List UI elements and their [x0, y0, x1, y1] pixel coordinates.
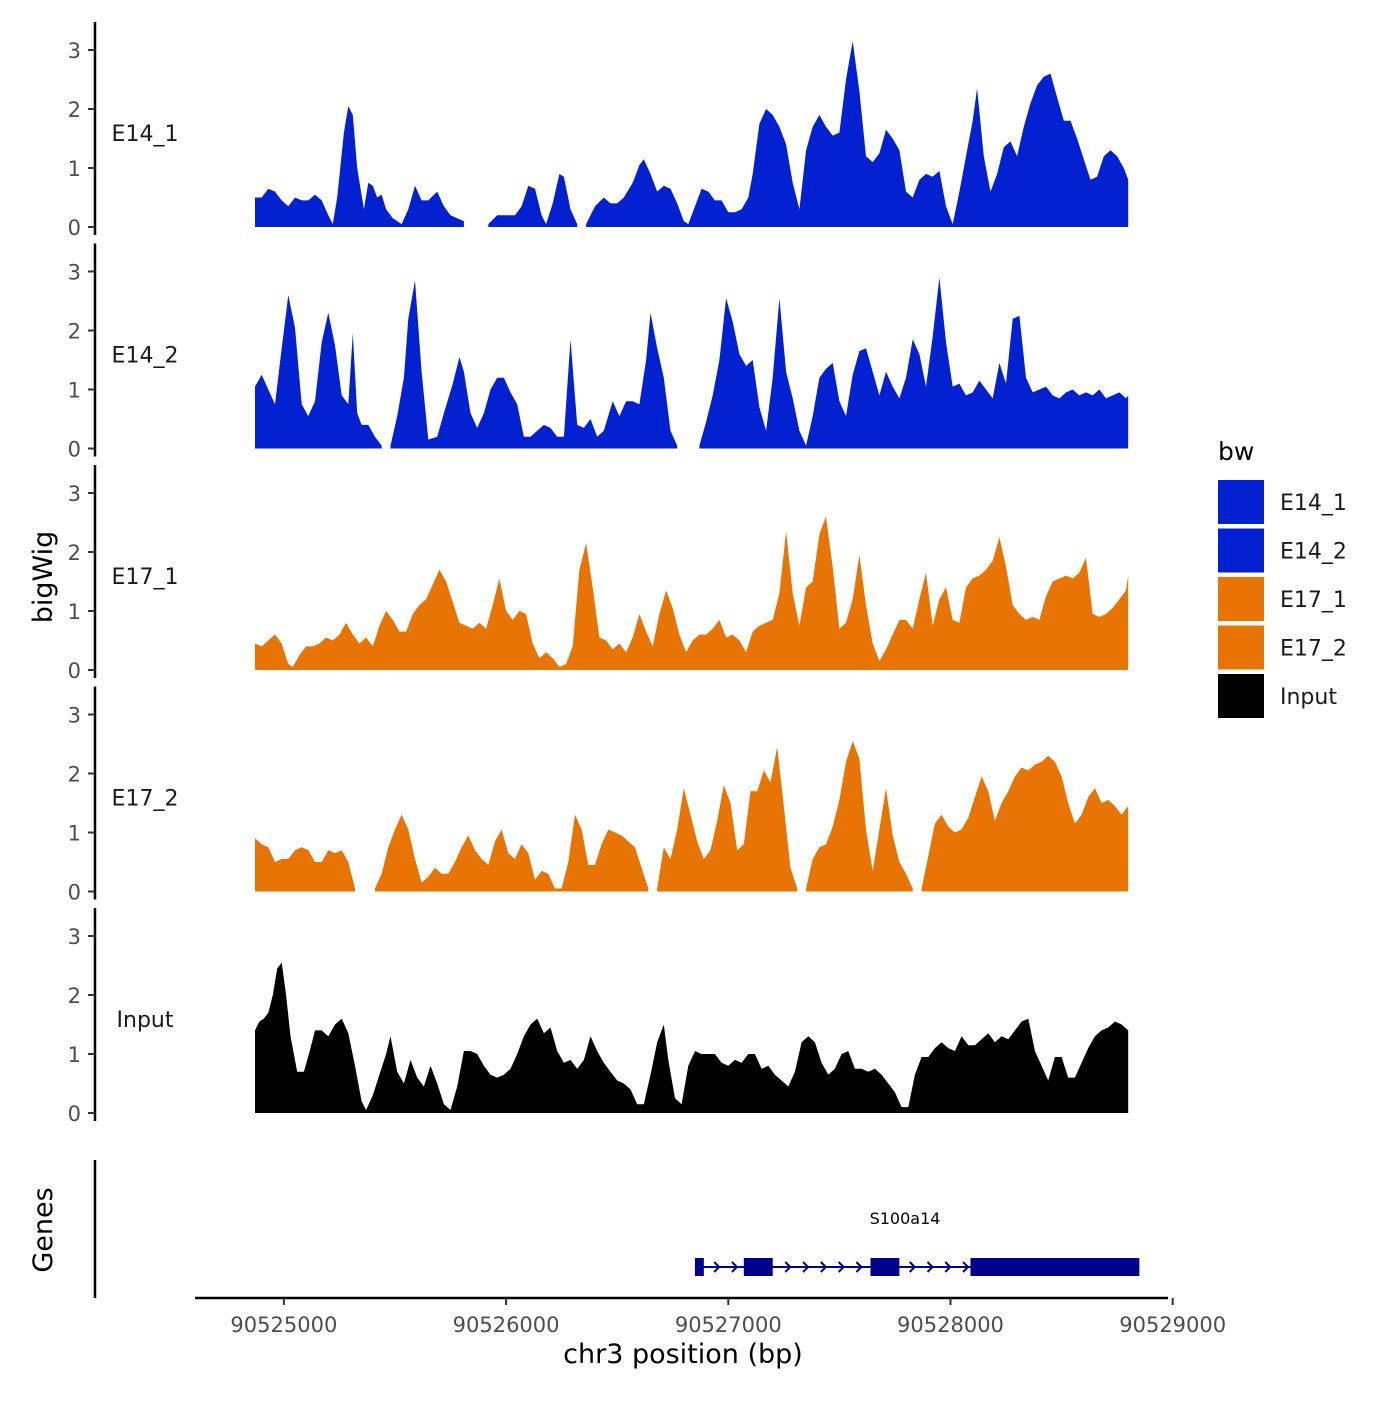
gene-panel: S100a14 — [93, 1160, 1140, 1298]
gene-exon — [870, 1258, 900, 1276]
strand-arrow — [713, 1261, 721, 1273]
signal-area-segment — [921, 755, 1129, 892]
gene-exon — [970, 1258, 1140, 1276]
x-tick-label: 90529000 — [1119, 1313, 1226, 1337]
signal-area-segment — [657, 747, 798, 892]
strand-arrow — [926, 1261, 934, 1273]
genes-axis-title: Genes — [28, 1187, 59, 1272]
track-e14-2: 0 1 2 3 E14_2 — [68, 243, 1129, 462]
strand-arrow — [837, 1261, 846, 1273]
legend-label: E14_2 — [1280, 540, 1347, 565]
y-tick-label: 0 — [68, 1102, 81, 1126]
x-tick-label: 90526000 — [453, 1313, 560, 1337]
y-tick-label: 3 — [68, 261, 81, 285]
legend: bw E14_1 E14_2 E17_1 E17_2 Input — [1218, 437, 1347, 718]
signal-area-segment — [390, 280, 678, 449]
signal-area-segment — [255, 106, 464, 227]
legend-swatch — [1218, 674, 1264, 718]
signal-area-segment — [375, 814, 649, 892]
y-tick-label: 2 — [68, 984, 81, 1008]
track-e17-1: 0 1 2 3 E17_1 — [68, 465, 1129, 683]
signal-area-segment — [699, 277, 1129, 449]
strand-arrow — [820, 1261, 828, 1273]
legend-label: E17_1 — [1280, 588, 1347, 613]
signal-area-segment — [255, 516, 1129, 670]
x-tick-label: 90525000 — [230, 1313, 337, 1337]
track-input: 0 1 2 3 Input — [68, 908, 1129, 1126]
track-label: E17_1 — [112, 565, 179, 590]
gene-name-label: S100a14 — [870, 1209, 941, 1228]
legend-swatch — [1218, 480, 1264, 524]
strand-arrow — [908, 1261, 917, 1273]
track-label: E14_2 — [112, 344, 179, 369]
legend-swatch — [1218, 528, 1264, 573]
y-tick-label: 2 — [68, 320, 81, 344]
strand-arrow — [944, 1261, 952, 1273]
y-axis-title: bigWig — [28, 531, 59, 624]
gene-exon — [743, 1258, 773, 1276]
x-tick-label: 90527000 — [675, 1313, 782, 1337]
strand-arrow — [731, 1261, 739, 1273]
y-tick-label: 1 — [68, 379, 81, 403]
y-tick-label: 0 — [68, 438, 81, 462]
strand-arrow — [802, 1261, 810, 1273]
y-tick-label: 0 — [68, 659, 81, 683]
gene-exon — [694, 1258, 704, 1276]
signal-area-segment — [255, 962, 1129, 1113]
x-axis-title: chr3 position (bp) — [563, 1339, 803, 1370]
legend-item-e14-2: E14_2 — [1218, 528, 1347, 573]
signal-area-segment — [255, 295, 382, 449]
legend-title: bw — [1218, 437, 1254, 466]
legend-item-e14-1: E14_1 — [1218, 480, 1347, 524]
y-tick-label: 3 — [68, 704, 81, 728]
gene-model: S100a14 — [694, 1209, 1140, 1276]
y-tick-label: 0 — [68, 881, 81, 905]
y-tick-label: 3 — [68, 925, 81, 949]
track-e14-1: 0 1 2 3 E14_1 — [68, 22, 1129, 240]
signal-area-segment — [806, 741, 913, 892]
track-label: Input — [117, 1008, 174, 1033]
strand-arrow — [784, 1261, 792, 1273]
y-tick-label: 2 — [68, 541, 81, 565]
legend-label: E14_1 — [1280, 491, 1347, 516]
legend-label: E17_2 — [1280, 637, 1347, 662]
track-label: E17_2 — [112, 787, 179, 812]
y-tick-label: 1 — [68, 1043, 81, 1067]
y-tick-label: 1 — [68, 822, 81, 846]
strand-arrow — [962, 1261, 970, 1273]
y-tick-label: 1 — [68, 600, 81, 624]
y-tick-label: 1 — [68, 157, 81, 181]
legend-item-e17-2: E17_2 — [1218, 625, 1347, 670]
track-e17-2: 0 1 2 3 E17_2 — [68, 686, 1129, 905]
signal-area-segment — [255, 838, 355, 892]
signal-area-segment — [586, 41, 1129, 228]
legend-swatch — [1218, 577, 1264, 621]
y-tick-label: 3 — [68, 482, 81, 506]
x-axis: 90525000 90526000 90527000 90528000 90529000 — [195, 1296, 1226, 1337]
x-tick-label: 90528000 — [897, 1313, 1004, 1337]
y-tick-label: 2 — [68, 98, 81, 122]
legend-label: Input — [1280, 685, 1337, 710]
signal-area-segment — [488, 173, 578, 227]
y-tick-label: 0 — [68, 216, 81, 240]
legend-item-input: Input — [1218, 674, 1337, 718]
y-tick-label: 2 — [68, 763, 81, 787]
track-label: E14_1 — [112, 122, 179, 147]
track-panels: 0 1 2 3 E14_1 0 1 2 3 E14_2 0 1 2 3 E17_1 0 1 2 3 E17_2 0 1 2 3… — [68, 22, 1129, 1126]
y-tick-label: 3 — [68, 39, 81, 63]
legend-item-e17-1: E17_1 — [1218, 577, 1347, 621]
legend-swatch — [1218, 625, 1264, 670]
strand-arrow — [855, 1261, 863, 1273]
